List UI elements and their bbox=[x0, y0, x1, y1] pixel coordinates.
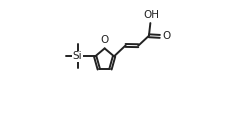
Text: O: O bbox=[163, 31, 171, 41]
Text: Si: Si bbox=[73, 51, 83, 61]
Text: OH: OH bbox=[143, 10, 159, 20]
Text: O: O bbox=[100, 34, 108, 45]
